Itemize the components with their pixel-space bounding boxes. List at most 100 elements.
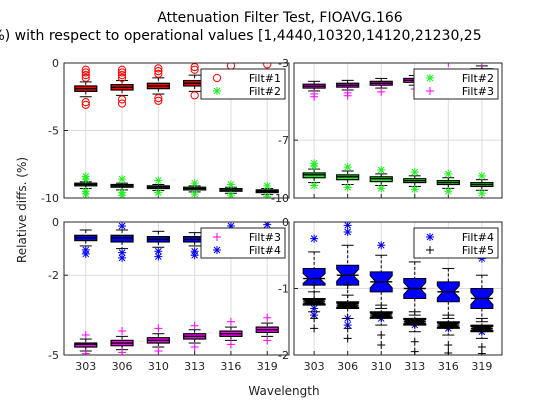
legend-box [413,68,499,100]
outlier-point [117,71,127,80]
outlier-point [343,324,352,333]
outlier-point [444,169,453,178]
x-tick-label: 313 [184,360,205,373]
outlier-point [81,331,90,340]
legend-label: Filt#2 [249,85,281,98]
outlier-point [154,252,163,261]
outlier-point [226,191,235,198]
axes-frame [63,62,290,199]
x-tick-label: 303 [304,360,325,373]
outlier-point [377,184,386,193]
y-tick-label: -2 [48,269,59,282]
legend-marker [213,87,221,95]
outlier-point [263,181,272,190]
outlier-point [377,341,386,350]
box-group [302,222,494,355]
outlier-point [477,349,486,355]
outlier-point [263,336,272,345]
y-tick-label: -7 [278,134,289,147]
figure-title-line1: Attenuation Filter Test, FIOAVG.166 [157,10,402,26]
outlier-point [310,181,319,190]
y-tick-label: -5 [48,125,59,138]
outlier-point [154,176,163,185]
outlier-point [444,63,453,67]
outlier-point [154,96,163,105]
outlier-point [226,180,235,189]
outlier-point [310,92,319,101]
figure-title-line2: (%) with respect to operational values [… [0,28,482,44]
outlier-point [477,254,486,263]
legend-marker [426,246,434,254]
outlier-point [118,248,127,257]
outlier-point [81,175,90,184]
legend-label: Filt#2 [462,72,494,85]
outlier-point [410,167,419,176]
axes-frame [293,221,503,356]
outlier-point [81,98,90,107]
legend-label: Filt#4 [462,231,494,244]
outlier-point [118,191,127,198]
outlier-point [444,349,453,355]
outlier-point [226,222,235,230]
outlier-point [81,71,90,80]
x-tick-label: 316 [438,360,459,373]
outlier-point [154,67,163,76]
outlier-point [154,69,163,78]
box [302,268,326,286]
outlier-point [154,347,163,355]
outlier-point [154,188,163,197]
y-tick-label: 0 [52,216,59,229]
outlier-point [377,87,386,96]
outlier-point [81,68,90,77]
outlier-point [343,91,352,100]
outlier-point [377,166,386,175]
outlier-point [154,324,163,333]
outlier-point [310,314,319,323]
outlier-point [263,222,272,229]
outlier-point [310,234,319,243]
legend-label: Filt#1 [249,72,281,85]
outlier-point [190,321,199,330]
x-tick-label: 310 [148,360,169,373]
outlier-point [81,249,90,258]
outlier-point [226,340,235,349]
x-tick-label: 306 [112,360,133,373]
outlier-point [81,100,90,109]
x-tick-label: 316 [220,360,241,373]
outlier-point [118,175,127,184]
outlier-point [81,189,90,198]
outlier-point [190,189,199,198]
outlier-point [310,304,319,313]
outlier-point [81,73,90,82]
outlier-point [343,163,352,172]
outlier-point [343,183,352,192]
legend-label: Filt#5 [462,244,494,257]
outlier-point [477,63,486,67]
outlier-point [263,192,272,198]
outlier-point [377,331,386,340]
outlier-point [343,222,352,230]
outlier-point [263,63,272,69]
outlier-point [226,317,235,326]
legend-box [200,227,286,259]
outlier-point [117,65,127,74]
y-tick-label: -10 [41,192,59,205]
outlier-point [154,94,163,103]
legend-box [200,68,286,100]
outlier-point [377,241,386,250]
outlier-point [117,99,127,108]
y-tick-label: -2 [278,349,289,362]
y-tick-label: -10 [271,192,289,205]
x-tick-label: 306 [337,360,358,373]
outlier-point [190,179,199,188]
legend-label: Filt#3 [249,231,281,244]
outlier-point [118,222,127,230]
y-tick-label: -1 [278,283,289,296]
y-tick-label: -5 [48,349,59,362]
